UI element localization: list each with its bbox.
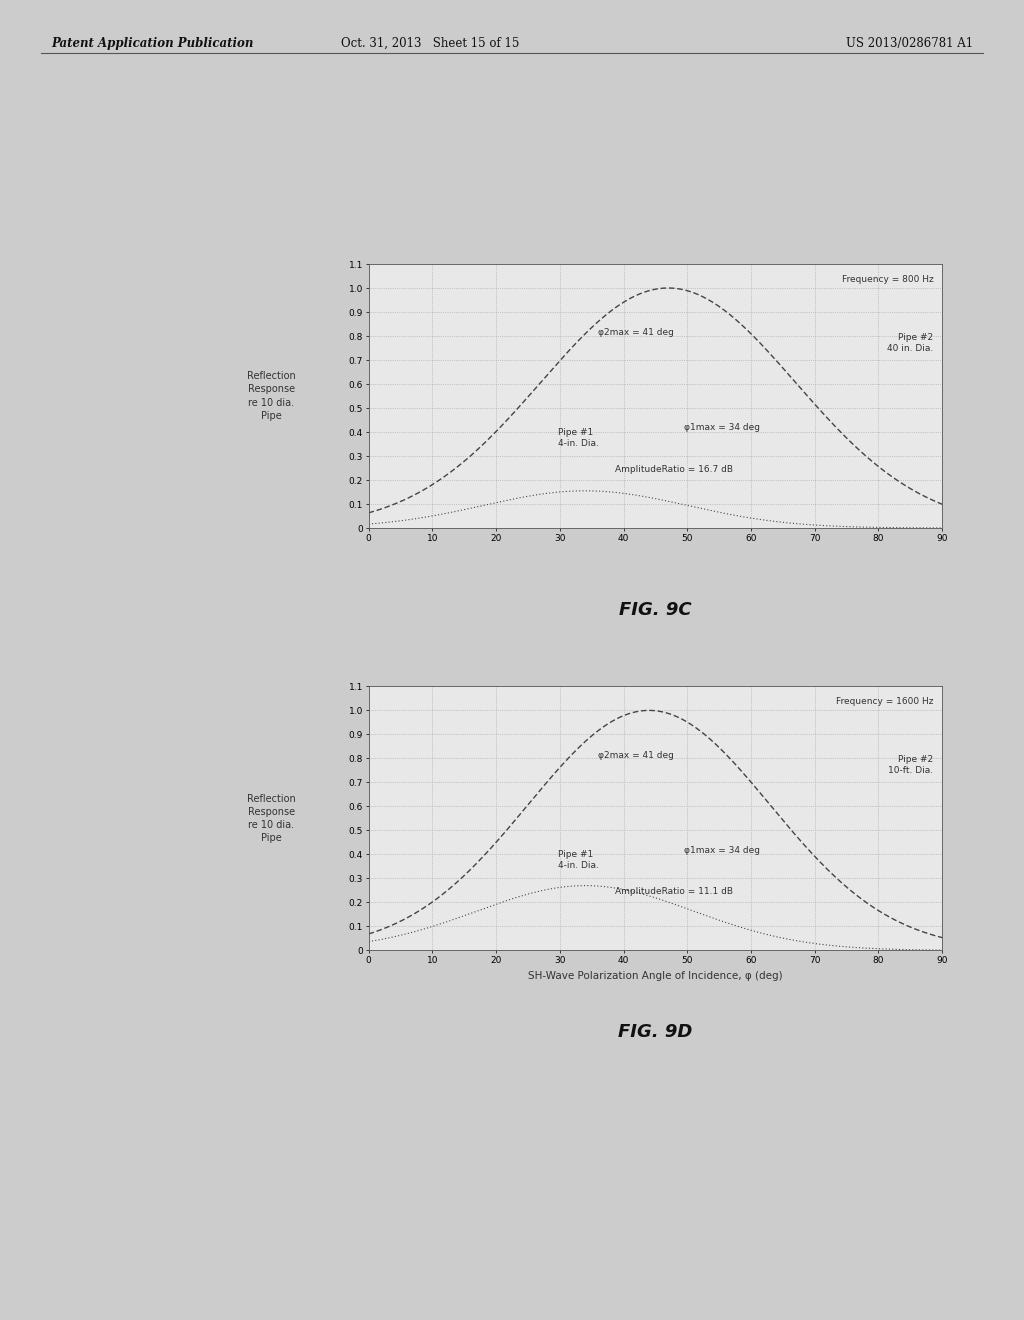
- Text: Pipe #2
40 in. Dia.: Pipe #2 40 in. Dia.: [887, 333, 934, 352]
- Text: AmplitudeRatio = 16.7 dB: AmplitudeRatio = 16.7 dB: [615, 465, 733, 474]
- Text: φ2max = 41 deg: φ2max = 41 deg: [598, 329, 674, 337]
- Text: φ1max = 34 deg: φ1max = 34 deg: [684, 846, 760, 854]
- Text: Pipe #1
4-in. Dia.: Pipe #1 4-in. Dia.: [558, 428, 599, 447]
- Text: Patent Application Publication: Patent Application Publication: [51, 37, 254, 50]
- Text: US 2013/0286781 A1: US 2013/0286781 A1: [846, 37, 973, 50]
- Text: FIG. 9C: FIG. 9C: [620, 601, 691, 619]
- Y-axis label: Reflection
Response
re 10 dia.
Pipe: Reflection Response re 10 dia. Pipe: [247, 371, 296, 421]
- Text: FIG. 9D: FIG. 9D: [618, 1023, 692, 1041]
- Text: Pipe #2
10-ft. Dia.: Pipe #2 10-ft. Dia.: [889, 755, 934, 775]
- Text: AmplitudeRatio = 11.1 dB: AmplitudeRatio = 11.1 dB: [615, 887, 733, 896]
- Text: Pipe #1
4-in. Dia.: Pipe #1 4-in. Dia.: [558, 850, 599, 870]
- Text: Frequency = 1600 Hz: Frequency = 1600 Hz: [836, 697, 934, 706]
- Y-axis label: Reflection
Response
re 10 dia.
Pipe: Reflection Response re 10 dia. Pipe: [247, 793, 296, 843]
- Text: Frequency = 800 Hz: Frequency = 800 Hz: [842, 275, 934, 284]
- Text: φ1max = 34 deg: φ1max = 34 deg: [684, 424, 760, 432]
- X-axis label: SH-Wave Polarization Angle of Incidence, φ (deg): SH-Wave Polarization Angle of Incidence,…: [528, 970, 782, 981]
- Text: Oct. 31, 2013   Sheet 15 of 15: Oct. 31, 2013 Sheet 15 of 15: [341, 37, 519, 50]
- Text: φ2max = 41 deg: φ2max = 41 deg: [598, 751, 674, 759]
